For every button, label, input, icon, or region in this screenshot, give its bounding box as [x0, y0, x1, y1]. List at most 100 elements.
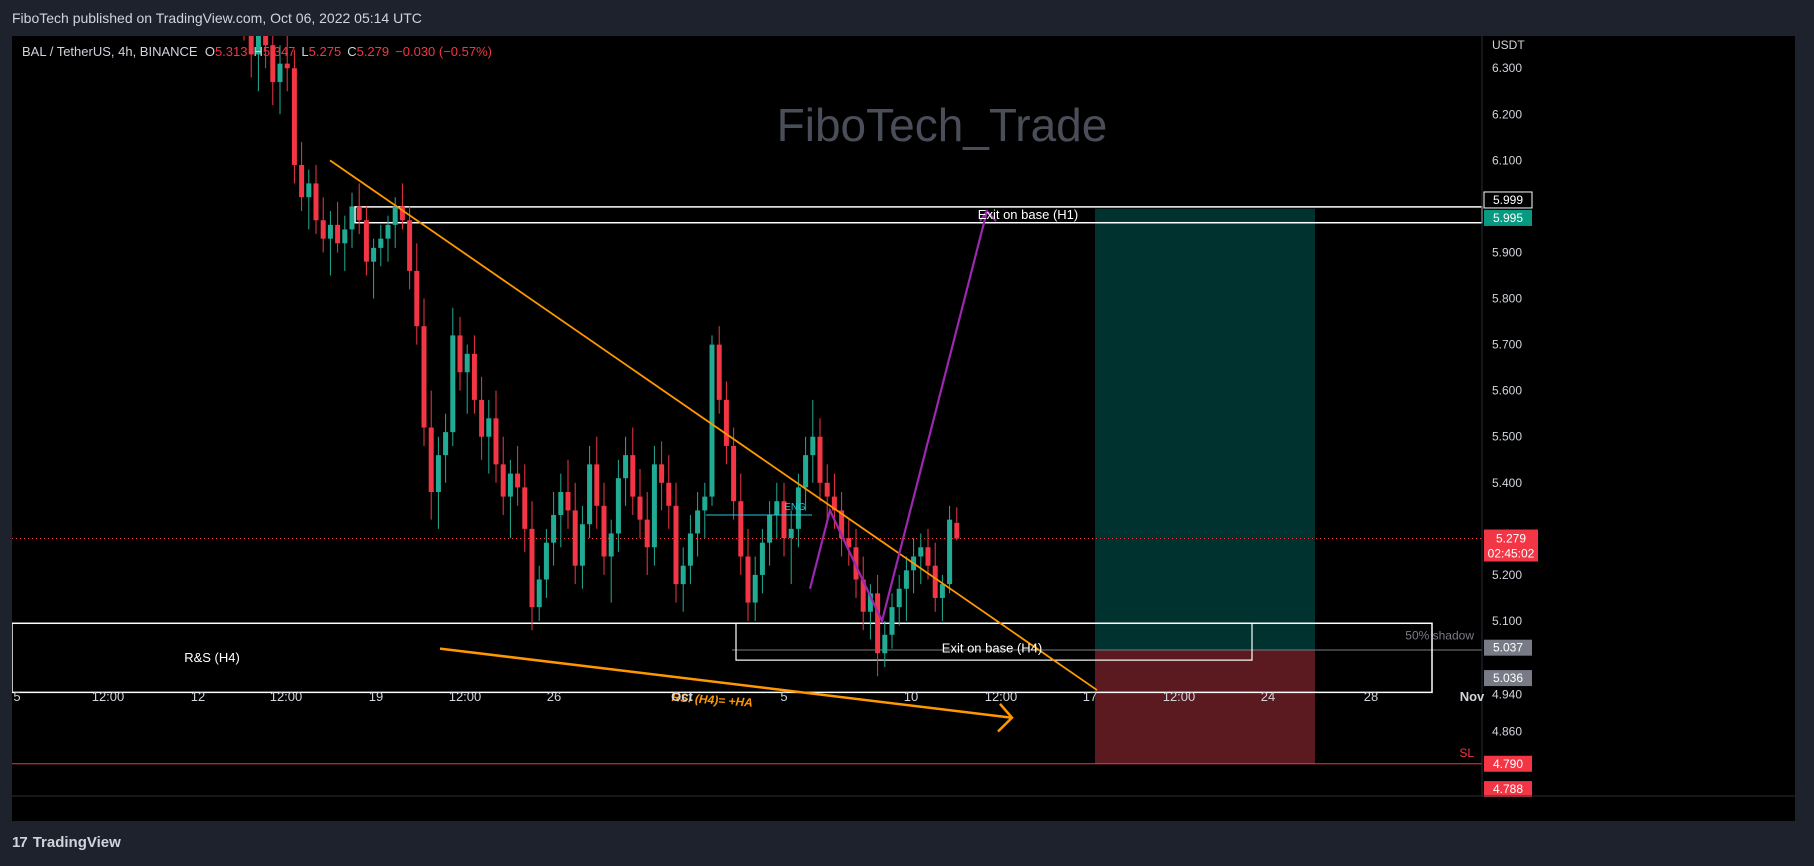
time-tick: 12:00 [985, 689, 1018, 704]
candle-body [717, 345, 722, 400]
time-tick: Nov [1460, 689, 1485, 704]
tradingview-mark-icon: 17 [12, 834, 27, 851]
price-badge-text: 5.036 [1493, 671, 1523, 685]
candle-body [465, 354, 470, 372]
candle-body [414, 271, 419, 326]
candle-body [350, 206, 355, 229]
target-zone [1095, 209, 1315, 650]
candle-body [357, 206, 362, 220]
candle-body [926, 547, 931, 565]
candle-body [278, 64, 283, 82]
time-tick: Oct [671, 689, 693, 704]
candle-body [731, 446, 736, 501]
time-tick: 5 [780, 689, 787, 704]
candle-body [681, 566, 686, 584]
rs-h4-label: R&S (H4) [184, 650, 240, 665]
candle-body [566, 492, 571, 510]
time-tick: 19 [369, 689, 383, 704]
stop-zone [1095, 650, 1315, 764]
price-tick: 5.400 [1492, 476, 1522, 490]
watermark: FiboTech_Trade [777, 99, 1108, 151]
eng-label: ENG [784, 502, 806, 513]
price-tick: 5.800 [1492, 292, 1522, 306]
candle-body [774, 501, 779, 515]
candle-body [573, 510, 578, 565]
price-tick: 5.200 [1492, 568, 1522, 582]
time-tick: 26 [547, 689, 561, 704]
candle-body [335, 225, 340, 243]
candle-body [479, 400, 484, 437]
candle-body [789, 529, 794, 538]
candle-body [918, 547, 923, 556]
candle-body [710, 345, 715, 497]
candle-body [530, 529, 535, 607]
time-tick: 24 [1261, 689, 1275, 704]
time-tick: 12:00 [92, 689, 125, 704]
candle-body [638, 497, 643, 520]
ohlc-legend: BAL / TetherUS, 4h, BINANCE O5.313 H5.347… [22, 44, 498, 59]
candle-body [544, 543, 549, 580]
time-tick: 10 [904, 689, 918, 704]
candle-body [508, 474, 513, 497]
candle-body [674, 506, 679, 584]
time-tick: 12:00 [1163, 689, 1196, 704]
price-badge-text: 4.788 [1493, 782, 1523, 796]
candle-body [378, 239, 383, 248]
tradingview-brand: TradingView [33, 834, 121, 851]
candle-body [616, 478, 621, 533]
candle-body [594, 464, 599, 505]
candle-body [630, 455, 635, 496]
open-value: 5.313 [215, 44, 248, 59]
chart-canvas[interactable]: FiboTech_Trade Exit on base (H1) Exit on … [12, 36, 1795, 821]
time-tick: 12 [191, 689, 205, 704]
price-tick: 6.100 [1492, 153, 1522, 167]
projection-path[interactable] [810, 211, 987, 621]
candle-body [933, 566, 938, 598]
candle-body [458, 335, 463, 372]
candle-body [587, 464, 592, 524]
sl-label: SL [1459, 746, 1474, 760]
symbol-label[interactable]: BAL / TetherUS, 4h, BINANCE [22, 44, 198, 59]
countdown-badge-text: 02:45:02 [1488, 547, 1535, 561]
low-value: 5.275 [309, 44, 342, 59]
candle-body [501, 464, 506, 496]
exit-base-h4-label: Exit on base (H4) [942, 641, 1042, 656]
price-tick: 6.300 [1492, 61, 1522, 75]
candle-body [407, 220, 412, 271]
candle-body [818, 437, 823, 483]
candle-body [940, 584, 945, 598]
candle-body [659, 464, 664, 482]
candle-body [551, 515, 556, 543]
price-badge-text: 4.790 [1493, 757, 1523, 771]
descending-trendline[interactable] [330, 160, 1097, 690]
time-tick: 28 [1364, 689, 1378, 704]
publisher-caption: FiboTech published on TradingView.com, O… [12, 10, 422, 26]
price-badge-text: 5.037 [1493, 641, 1523, 655]
time-tick: 12:00 [449, 689, 482, 704]
price-chart[interactable]: FiboTech_Trade Exit on base (H1) Exit on … [12, 36, 1795, 821]
candle-body [486, 418, 491, 436]
price-tick: 4.860 [1492, 725, 1522, 739]
last-price-badge-text: 5.279 [1496, 532, 1526, 546]
candle-body [890, 607, 895, 635]
price-tick: 5.500 [1492, 430, 1522, 444]
candle-body [666, 483, 671, 506]
candle-body [738, 501, 743, 556]
candle-body [558, 492, 563, 515]
candle-body [522, 487, 527, 528]
candle-body [321, 220, 326, 238]
candle-body [306, 183, 311, 197]
candle-body [429, 428, 434, 492]
tradingview-logo[interactable]: 17 TradingView [12, 834, 121, 851]
candle-body [285, 64, 290, 69]
candle-body [875, 593, 880, 653]
candle-body [688, 533, 693, 565]
time-tick: 12:00 [270, 689, 303, 704]
price-tick: 4.940 [1492, 688, 1522, 702]
candle-body [436, 455, 441, 492]
time-tick: 5 [13, 689, 20, 704]
price-tick: 6.200 [1492, 107, 1522, 121]
price-axis-currency: USDT [1492, 38, 1525, 52]
exit-base-h1-label: Exit on base (H1) [978, 207, 1078, 222]
candle-body [443, 432, 448, 455]
